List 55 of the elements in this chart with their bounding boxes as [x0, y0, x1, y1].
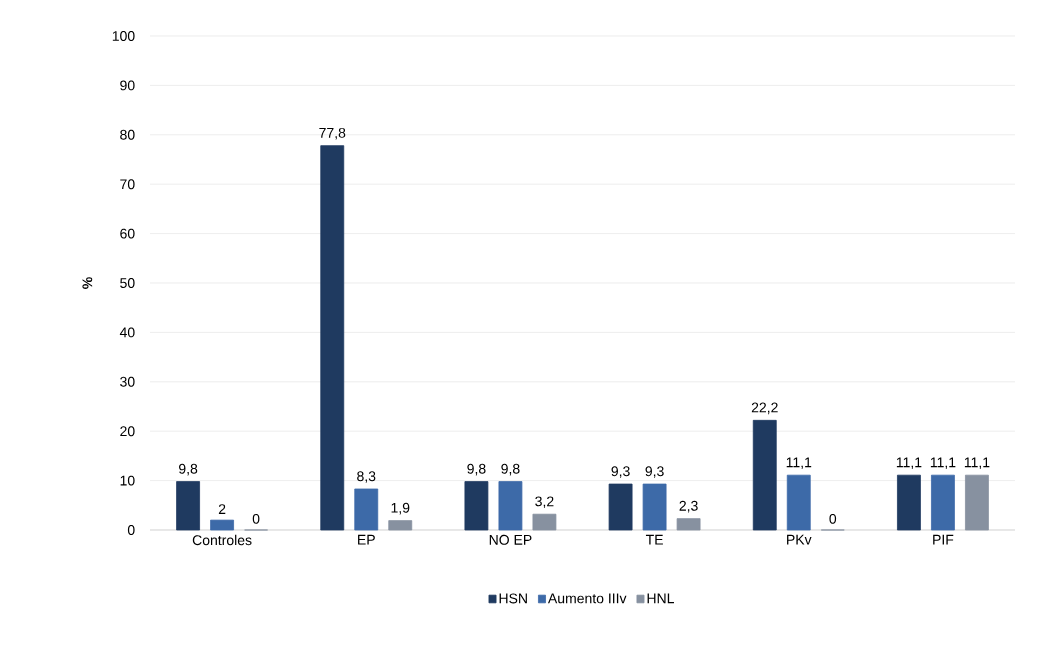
legend-label: Aumento IIIv	[547, 593, 627, 604]
y-tick-label: 10	[120, 475, 135, 486]
x-tick-label: Controles	[192, 534, 252, 546]
x-tick-label: TE	[645, 534, 663, 545]
bar	[608, 483, 633, 531]
y-tick-label: 30	[120, 376, 135, 387]
bar	[752, 419, 777, 531]
data-label: 9,8	[179, 463, 198, 476]
bar	[532, 513, 557, 531]
x-tick-label: PIF	[933, 534, 954, 545]
bar	[786, 474, 811, 531]
data-label: 9,3	[645, 466, 664, 478]
bar	[965, 474, 989, 531]
bar	[176, 481, 200, 531]
data-label: 3,2	[535, 496, 554, 508]
bar	[388, 520, 413, 531]
data-label: 2	[218, 504, 226, 514]
bar	[642, 483, 667, 531]
legend-label: HNL	[647, 593, 674, 604]
data-label: 9,3	[611, 466, 630, 478]
y-axis-title: %	[82, 277, 93, 289]
bar	[498, 481, 523, 531]
y-tick-label: 0	[127, 525, 135, 535]
bar	[464, 481, 489, 531]
bar	[210, 519, 234, 531]
bar	[320, 145, 345, 531]
data-label: 8,3	[357, 471, 376, 483]
y-tick-label: 100	[112, 31, 135, 41]
y-tick-label: 20	[120, 426, 135, 437]
y-tick-label: 60	[120, 228, 135, 239]
bar	[931, 474, 955, 531]
data-label: 0	[252, 513, 260, 524]
data-label: 77,8	[319, 127, 346, 140]
data-label: 9,8	[501, 463, 520, 476]
y-tick-label: 40	[119, 327, 135, 338]
y-tick-label: 70	[120, 179, 135, 190]
x-tick-label: EP	[358, 534, 375, 545]
data-label: 11,1	[896, 457, 922, 469]
data-label: 11,1	[786, 457, 812, 469]
y-tick-label: 50	[120, 278, 135, 288]
data-label: 2,3	[679, 500, 698, 513]
bar	[354, 488, 379, 531]
bar	[897, 474, 921, 531]
data-label: 11,1	[964, 457, 990, 469]
y-tick-label: 80	[120, 129, 135, 140]
x-tick-label: NO EP	[489, 534, 532, 545]
bar	[676, 518, 701, 531]
x-tick-label: PKv	[787, 534, 812, 545]
data-label: 11,1	[930, 457, 956, 469]
y-tick-label: 90	[120, 80, 135, 91]
data-label: 1,9	[391, 502, 410, 515]
data-label: 22,2	[751, 402, 778, 415]
data-label: 0	[829, 513, 837, 524]
legend-label: HSN	[499, 593, 527, 604]
data-label: 9,8	[467, 463, 486, 476]
